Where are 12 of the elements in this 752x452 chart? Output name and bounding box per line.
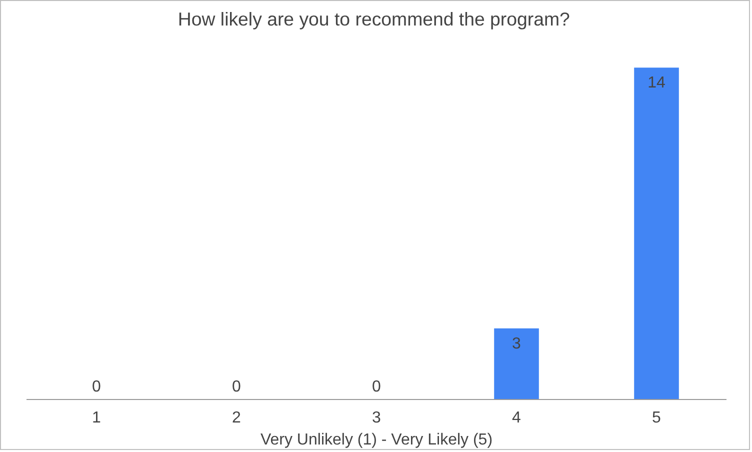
chart-title: How likely are you to recommend the program? — [178, 8, 570, 30]
x-tick-label: 4 — [512, 410, 522, 426]
data-label: 0 — [372, 378, 382, 396]
x-tick-label: 1 — [92, 410, 102, 426]
x-axis-title: Very Unlikely (1) - Very Likely (5) — [260, 432, 493, 448]
x-tick-label: 3 — [372, 410, 382, 426]
x-tick-label: 2 — [232, 410, 242, 426]
data-label: 3 — [512, 335, 522, 352]
data-label: 0 — [232, 378, 242, 396]
x-tick-label: 5 — [652, 410, 662, 426]
data-label: 0 — [92, 378, 102, 396]
data-label: 14 — [648, 74, 666, 92]
